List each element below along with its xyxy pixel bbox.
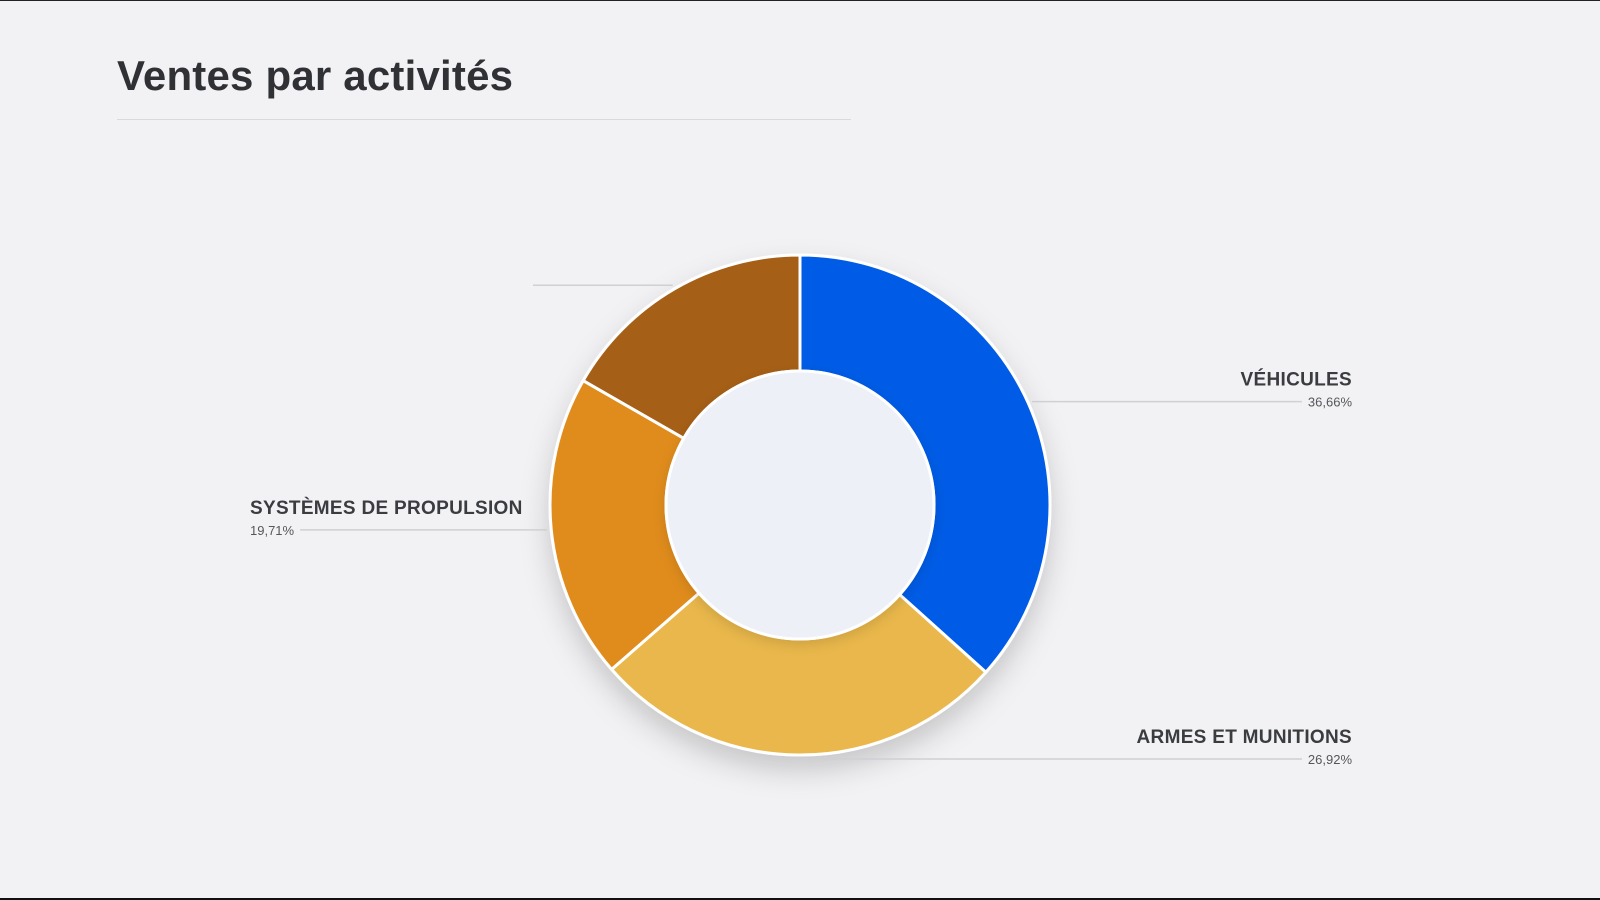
category-label-systemes-de-propulsion: SYSTÈMES DE PROPULSION bbox=[250, 497, 523, 519]
slices-layer bbox=[548, 253, 1052, 757]
category-label-vehicules: VÉHICULES bbox=[1241, 369, 1352, 391]
title-divider bbox=[117, 119, 851, 120]
bottom-border bbox=[0, 898, 1600, 900]
value-label-vehicules: 36,66% bbox=[1308, 395, 1353, 410]
chart-title: Ventes par activités bbox=[117, 52, 514, 99]
category-label-armes-et-munitions: ARMES ET MUNITIONS bbox=[1137, 727, 1352, 748]
value-label-armes-et-munitions: 26,92% bbox=[1308, 752, 1353, 767]
top-border bbox=[0, 0, 1600, 1]
value-label-systemes-de-propulsion: 19,71% bbox=[250, 523, 295, 538]
donut-hole bbox=[664, 369, 936, 641]
labels-layer: VÉHICULES 36,66% ARMES ET MUNITIONS 26,92% S… bbox=[250, 284, 1353, 767]
